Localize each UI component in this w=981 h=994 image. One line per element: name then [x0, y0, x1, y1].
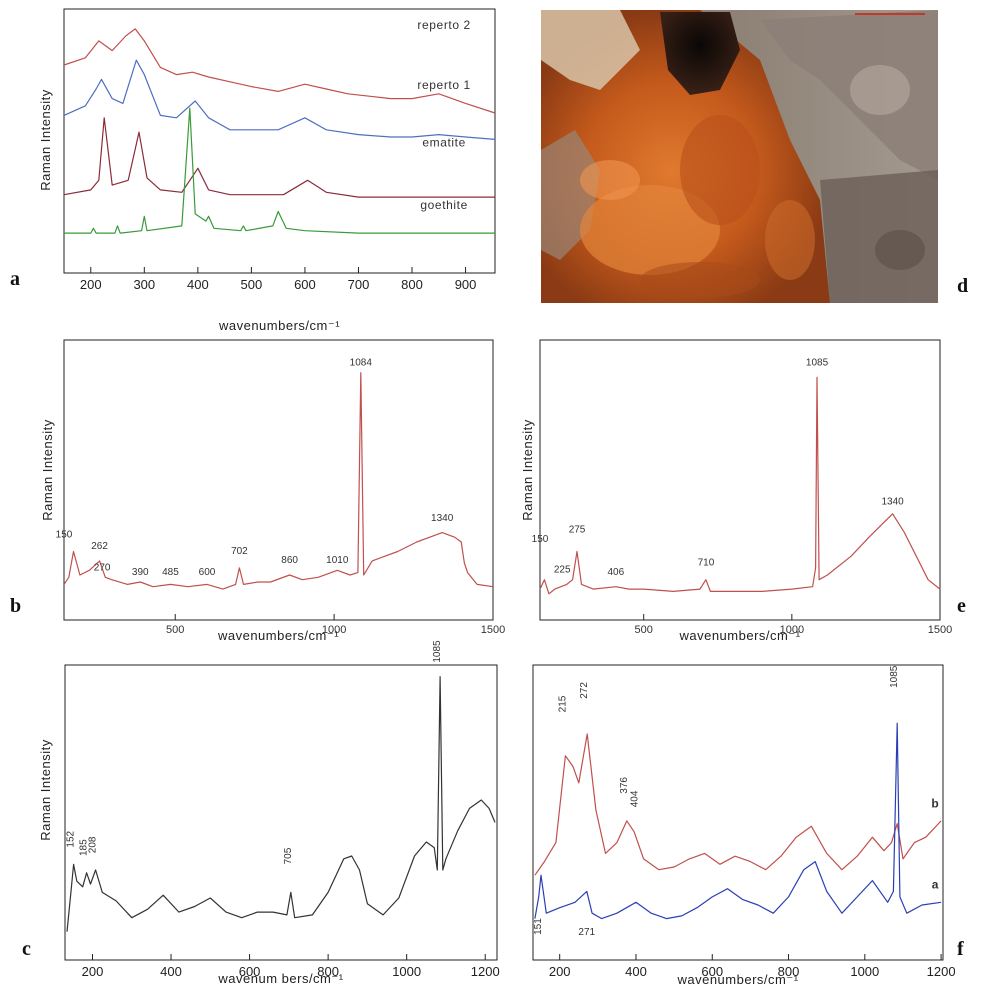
peak-label: 1085: [889, 665, 900, 688]
x-axis-title: wavenumbers/cm⁻¹: [676, 972, 798, 987]
peak-label: 1010: [326, 555, 349, 566]
series-line-e-0: [540, 377, 940, 593]
x-tick-label: 200: [80, 277, 102, 292]
y-axis-title: Raman Intensity: [40, 419, 55, 520]
x-tick-label: 200: [82, 964, 104, 979]
peak-label: 225: [554, 565, 571, 576]
peak-label: 272: [579, 682, 590, 699]
x-tick-label: 700: [348, 277, 370, 292]
series-line-reperto-2: [64, 29, 495, 113]
peak-label: 600: [199, 567, 216, 578]
x-axis-title: wavenumbers/cm⁻¹: [678, 628, 800, 643]
peak-label: 404: [630, 790, 641, 807]
peak-label: 262: [91, 541, 108, 552]
peak-label: 271: [578, 927, 595, 938]
peak-label: 376: [619, 777, 630, 794]
x-tick-label: 300: [133, 277, 155, 292]
peak-label: 1085: [806, 358, 829, 369]
x-tick-label: 1200: [927, 964, 956, 979]
x-tick-label: 1200: [471, 964, 500, 979]
peak-label: 215: [557, 695, 568, 712]
panel-letter-a: a: [10, 268, 20, 290]
x-tick-label: 500: [635, 624, 653, 636]
series-line-goethite: [64, 108, 495, 233]
y-axis-title: Raman Intensity: [38, 89, 53, 190]
x-tick-label: 800: [401, 277, 423, 292]
peak-label: 151: [533, 918, 544, 935]
panel-letter-e: e: [957, 595, 966, 617]
series-label: reperto 1: [417, 78, 470, 92]
peak-label: 710: [698, 558, 715, 569]
peak-label: 150: [56, 529, 73, 540]
x-tick-label: 1000: [392, 964, 421, 979]
x-tick-label: 400: [160, 964, 182, 979]
plot-frame: [64, 340, 493, 620]
series-label: a: [932, 878, 939, 892]
series-line-a: [535, 723, 941, 918]
series-label: reperto 2: [417, 18, 470, 32]
panel-letter-d: d: [957, 275, 968, 297]
x-tick-label: 900: [455, 277, 477, 292]
peak-label: 150: [532, 534, 549, 545]
series-label: goethite: [420, 198, 468, 212]
peak-label: 1340: [431, 513, 454, 524]
peak-label: 1085: [432, 640, 443, 663]
peak-label: 275: [569, 525, 586, 536]
peak-label: 860: [281, 555, 298, 566]
y-axis-title: Raman Intensity: [520, 419, 535, 520]
peak-label: 208: [88, 836, 99, 853]
series-line-b: [535, 734, 941, 875]
plot-frame: [533, 665, 943, 960]
peak-label: 1084: [350, 358, 373, 369]
peak-label: 390: [132, 567, 149, 578]
series-line-b-0: [64, 373, 493, 589]
peak-label: 406: [608, 567, 625, 578]
series-line-reperto-1: [64, 60, 495, 139]
x-axis-title: wavenumbers/cm⁻¹: [218, 318, 340, 333]
x-axis-title: wavenum bers/cm⁻¹: [217, 971, 343, 986]
series-line-c-0: [67, 677, 495, 932]
series-label: b: [931, 796, 939, 810]
peak-label: 270: [94, 562, 111, 573]
x-tick-label: 500: [241, 277, 263, 292]
y-axis-title: Raman Intensity: [38, 739, 53, 840]
x-tick-label: 600: [294, 277, 316, 292]
peak-label: 485: [162, 567, 179, 578]
x-tick-label: 500: [166, 624, 184, 636]
x-axis-title: wavenumbers/cm⁻¹: [217, 628, 339, 643]
chart-panel-a: 200 300 400 500 600 700 800 900 wavenumbers/cm⁻¹…: [38, 9, 495, 333]
panel-letter-b: b: [10, 595, 21, 617]
x-tick-label: 1500: [481, 624, 505, 636]
series-label: ematite: [422, 136, 466, 150]
peak-label: 152: [66, 830, 77, 847]
panel-letter-c: c: [22, 938, 31, 960]
peak-label: 1340: [881, 496, 904, 507]
peak-label: 705: [283, 847, 294, 864]
x-tick-label: 400: [187, 277, 209, 292]
plot-frame: [540, 340, 940, 620]
chart-panel-f: 200 400 600 800 1000 1200wavenumbers/cm⁻¹ba21…: [533, 665, 956, 987]
microscope-photo: [541, 10, 938, 303]
x-tick-label: 1000: [850, 964, 879, 979]
peak-label: 702: [231, 546, 248, 557]
x-tick-label: 200: [549, 964, 571, 979]
x-tick-label: 1500: [928, 624, 952, 636]
panel-letter-f: f: [957, 938, 964, 960]
x-tick-label: 400: [625, 964, 647, 979]
